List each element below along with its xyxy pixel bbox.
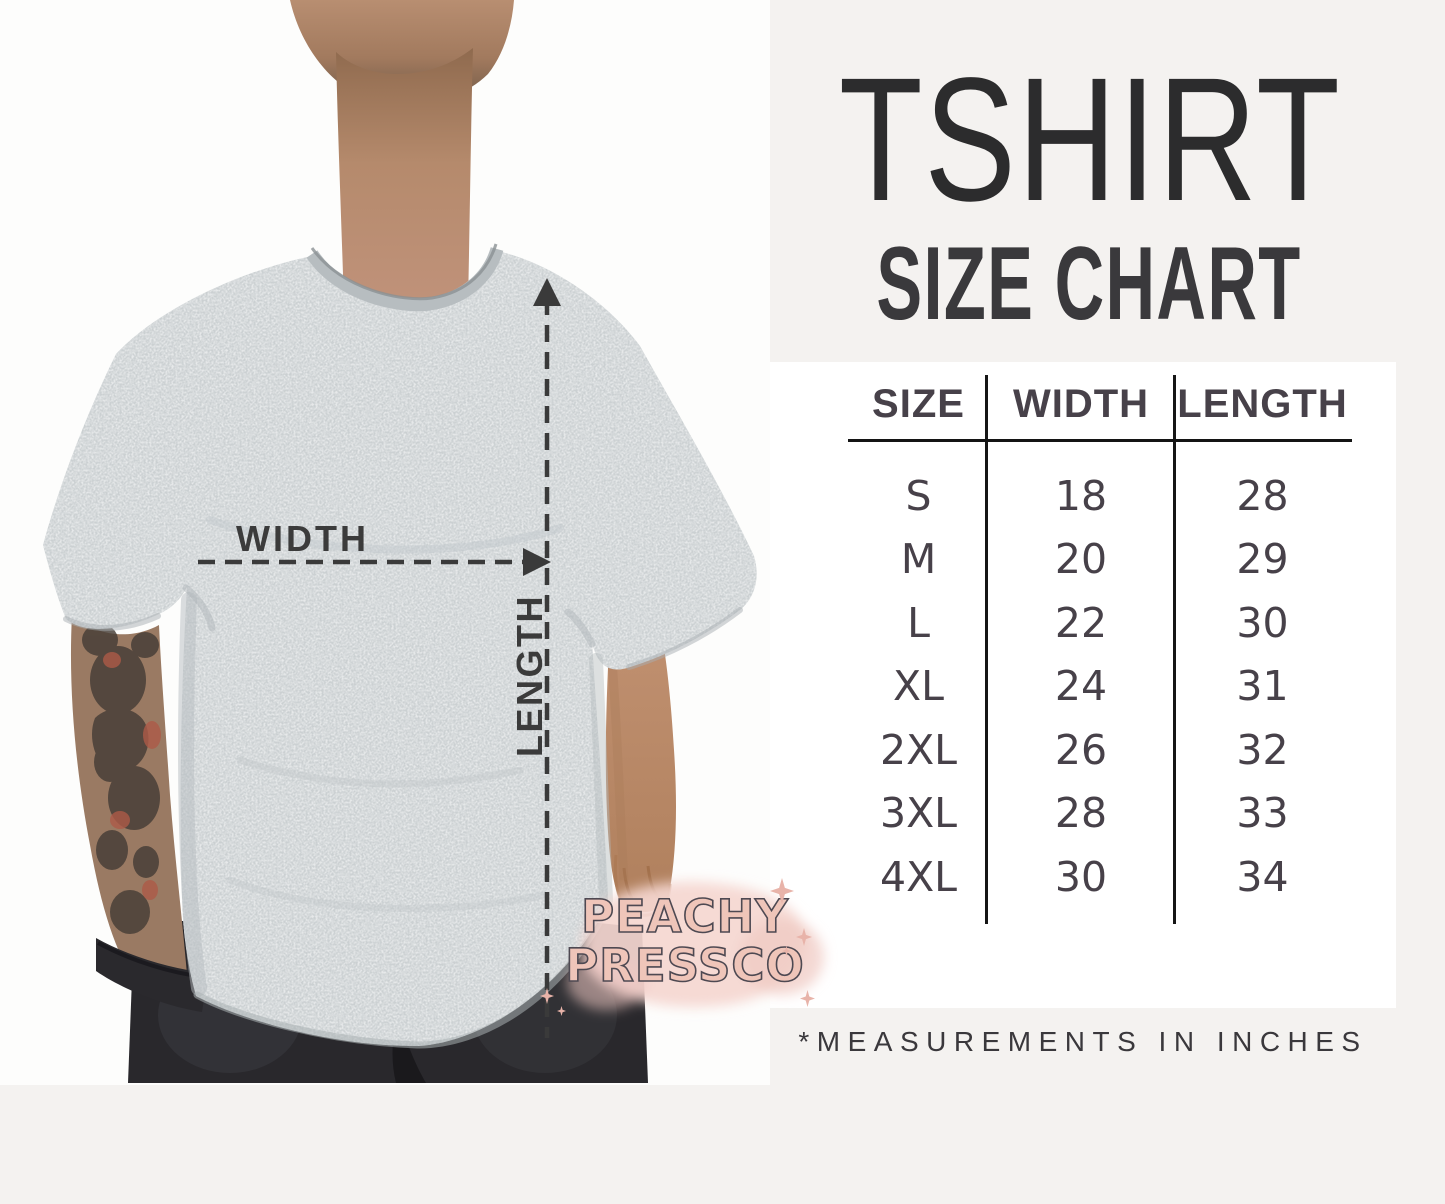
size-table-cell-length: 34 bbox=[1236, 852, 1289, 901]
model-head bbox=[290, 0, 514, 305]
sparkle-icon bbox=[782, 946, 791, 956]
size-table-cell-width: 18 bbox=[1054, 471, 1108, 520]
width-arrowhead-icon bbox=[523, 548, 551, 576]
page-subtitle: SIZE CHART bbox=[876, 226, 1302, 342]
size-table-cell-size: XL bbox=[893, 662, 944, 711]
column-header-length: LENGTH bbox=[1177, 381, 1348, 426]
size-table-header: SIZE WIDTH LENGTH bbox=[850, 372, 1350, 436]
width-label: WIDTH bbox=[236, 518, 369, 559]
size-table-rows: S 18 28 M 20 29 L 22 30 XL 24 31 2XL 26 32 3XL 28 33 4XL 30… bbox=[850, 464, 1350, 909]
tattoo-sleeve bbox=[82, 624, 160, 934]
collar bbox=[306, 246, 504, 312]
shirt-folds bbox=[63, 516, 743, 1049]
length-arrowhead-icon bbox=[533, 278, 561, 306]
brand-watermark: PEACHY PRESSCO bbox=[532, 862, 838, 1030]
size-table-cell-width: 24 bbox=[1054, 662, 1108, 711]
size-table-cell-width: 26 bbox=[1054, 725, 1108, 774]
size-table-cell-size: 3XL bbox=[879, 789, 957, 838]
column-header-size: SIZE bbox=[872, 381, 965, 426]
size-table-cell-width: 30 bbox=[1054, 852, 1108, 901]
size-table-cell-size: 2XL bbox=[879, 725, 957, 774]
size-table-cell-width: 22 bbox=[1054, 598, 1108, 647]
size-chart-card: SIZE WIDTH LENGTH S 18 28 M 20 29 L 22 30 XL 24 31 2… bbox=[770, 362, 1396, 1008]
size-table-cell-length: 32 bbox=[1236, 725, 1289, 774]
size-table-cell-length: 30 bbox=[1236, 598, 1289, 647]
size-table-cell-width: 20 bbox=[1054, 535, 1108, 584]
measurements-footnote: *MEASUREMENTS IN INCHES bbox=[798, 1026, 1368, 1057]
size-table-cell-length: 29 bbox=[1236, 535, 1289, 584]
size-table-cell-size: L bbox=[907, 598, 930, 647]
size-table-cell-size: S bbox=[905, 471, 932, 520]
length-label: LENGTH bbox=[509, 594, 550, 757]
model-left-arm bbox=[70, 615, 188, 986]
size-table-cell-length: 31 bbox=[1236, 662, 1289, 711]
watermark-line2: PRESSCO bbox=[564, 939, 805, 992]
size-table-cell-length: 33 bbox=[1236, 789, 1289, 838]
model-tshirt bbox=[43, 243, 757, 1049]
header-divider bbox=[848, 439, 1352, 442]
size-table-cell-width: 28 bbox=[1054, 789, 1108, 838]
watermark-text: PEACHY PRESSCO bbox=[532, 890, 838, 992]
tshirt-photo-illustration: WIDTH LENGTH bbox=[0, 0, 770, 1085]
column-divider bbox=[1173, 375, 1176, 924]
watermark-line1: PEACHY bbox=[580, 890, 789, 943]
size-table-cell-length: 28 bbox=[1236, 471, 1289, 520]
measurement-annotations: WIDTH LENGTH bbox=[198, 278, 561, 1038]
size-table-cell-size: M bbox=[900, 535, 937, 584]
column-divider bbox=[985, 375, 988, 924]
sparkle-icon bbox=[557, 1006, 566, 1016]
page-title: TSHIRT bbox=[838, 42, 1342, 238]
column-header-width: WIDTH bbox=[1012, 381, 1150, 426]
tattoo-red-accents bbox=[103, 652, 161, 900]
model-photo: WIDTH LENGTH bbox=[0, 0, 770, 1085]
watercolor-splash-icon bbox=[567, 881, 824, 1010]
size-table-cell-size: 4XL bbox=[879, 852, 957, 901]
